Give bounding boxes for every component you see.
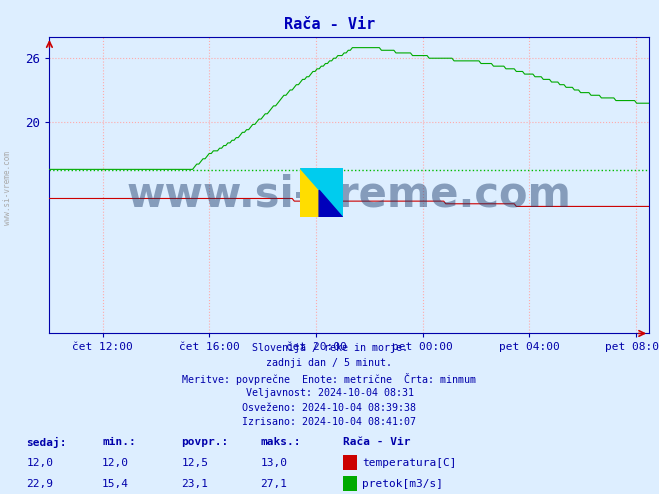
- Text: Meritve: povprečne  Enote: metrične  Črta: minmum: Meritve: povprečne Enote: metrične Črta:…: [183, 373, 476, 385]
- Text: pretok[m3/s]: pretok[m3/s]: [362, 479, 444, 489]
- Text: temperatura[C]: temperatura[C]: [362, 458, 457, 468]
- Text: 12,0: 12,0: [26, 458, 53, 468]
- Text: 12,5: 12,5: [181, 458, 208, 468]
- Text: povpr.:: povpr.:: [181, 437, 229, 447]
- Text: Osveženo: 2024-10-04 08:39:38: Osveženo: 2024-10-04 08:39:38: [243, 403, 416, 412]
- Text: Veljavnost: 2024-10-04 08:31: Veljavnost: 2024-10-04 08:31: [246, 388, 413, 398]
- Text: 13,0: 13,0: [260, 458, 287, 468]
- Text: www.si-vreme.com: www.si-vreme.com: [3, 151, 13, 225]
- Text: Rača - Vir: Rača - Vir: [343, 437, 410, 447]
- Text: min.:: min.:: [102, 437, 136, 447]
- Text: www.si-vreme.com: www.si-vreme.com: [127, 173, 572, 215]
- Text: 12,0: 12,0: [102, 458, 129, 468]
- Polygon shape: [319, 190, 343, 217]
- Text: zadnji dan / 5 minut.: zadnji dan / 5 minut.: [266, 358, 393, 368]
- Text: Rača - Vir: Rača - Vir: [284, 17, 375, 32]
- Text: 22,9: 22,9: [26, 479, 53, 489]
- Text: maks.:: maks.:: [260, 437, 301, 447]
- Polygon shape: [300, 168, 343, 217]
- Text: 27,1: 27,1: [260, 479, 287, 489]
- Text: Slovenija / reke in morje.: Slovenija / reke in morje.: [252, 343, 407, 353]
- Text: sedaj:: sedaj:: [26, 437, 67, 448]
- Text: Izrisano: 2024-10-04 08:41:07: Izrisano: 2024-10-04 08:41:07: [243, 417, 416, 427]
- Text: 15,4: 15,4: [102, 479, 129, 489]
- Text: 23,1: 23,1: [181, 479, 208, 489]
